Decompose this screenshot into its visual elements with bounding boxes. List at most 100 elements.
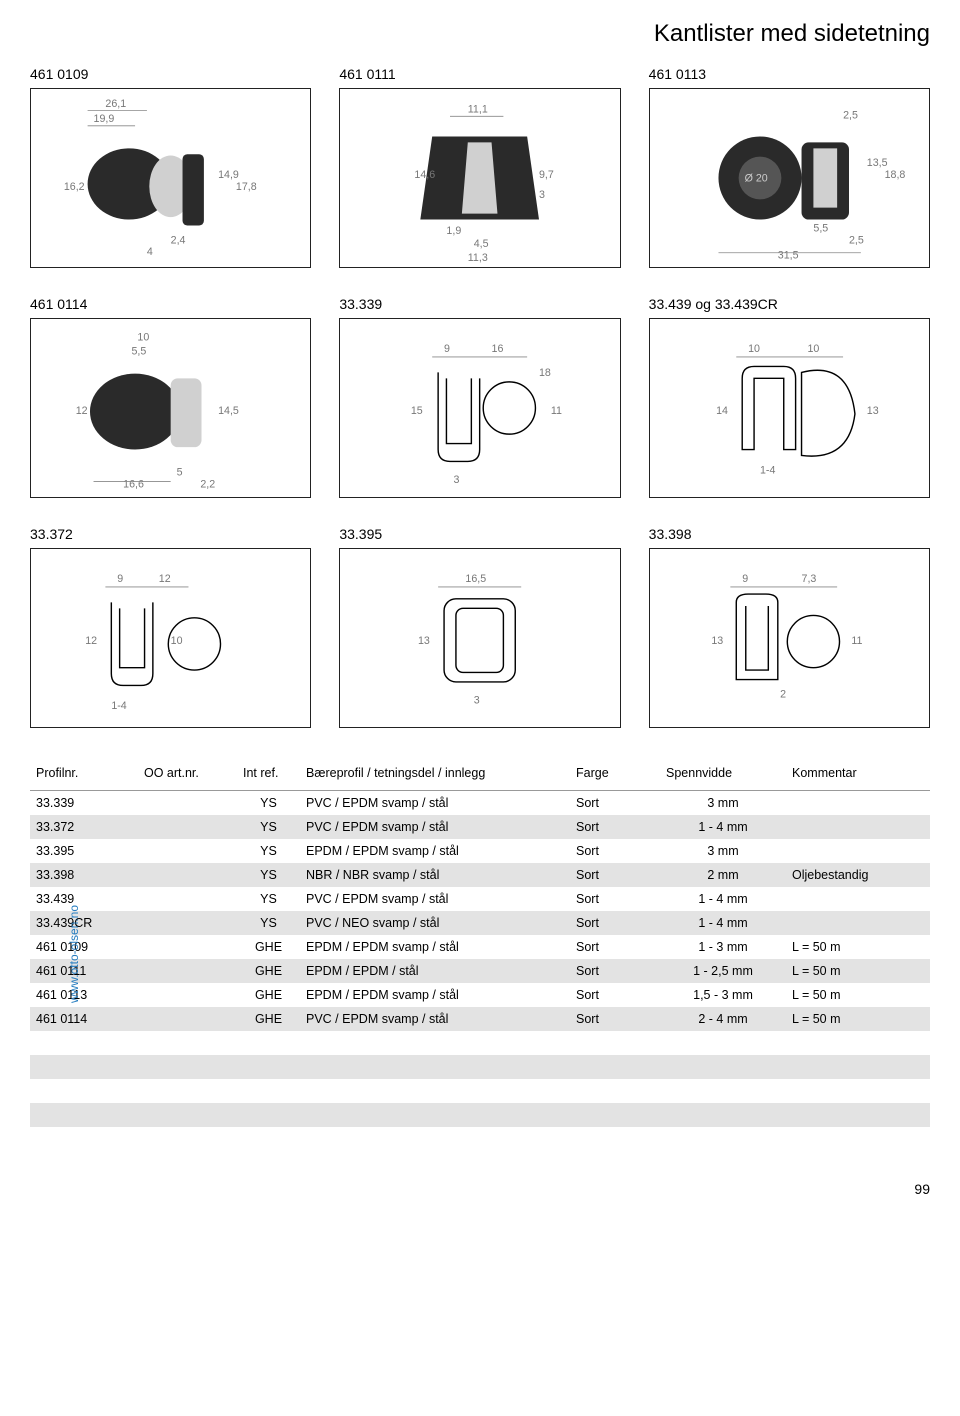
cell-spenn: 2 - 4 mm [660, 1007, 786, 1031]
cell-oo [138, 1031, 237, 1055]
svg-text:2,2: 2,2 [200, 479, 215, 491]
page-title: Kantlister med sidetetning [30, 20, 930, 48]
svg-text:11,3: 11,3 [468, 252, 488, 264]
cell-spenn [660, 1031, 786, 1055]
svg-text:10: 10 [137, 331, 149, 343]
svg-text:31,5: 31,5 [777, 250, 798, 262]
cell-farge: Sort [570, 935, 660, 959]
table-row: 461 0111 GHEEPDM / EPDM / stålSort1 - 2,… [30, 959, 930, 983]
svg-text:11,1: 11,1 [468, 104, 488, 116]
cell-baere: PVC / EPDM svamp / stål [300, 791, 570, 816]
cell-komm [786, 887, 930, 911]
svg-text:14,9: 14,9 [218, 169, 239, 181]
product-table: Profilnr. OO art.nr. Int ref. Bæreprofil… [30, 756, 930, 1151]
cell-spenn [660, 1103, 786, 1127]
cell-oo [138, 911, 237, 935]
cell-farge [570, 1127, 660, 1151]
table-row: 33.339 YSPVC / EPDM svamp / stålSort3 mm [30, 791, 930, 816]
cell-baere: PVC / EPDM svamp / stål [300, 887, 570, 911]
diagram-label: 33.439 og 33.439CR [649, 296, 930, 312]
cell-farge [570, 1031, 660, 1055]
cell-oo [138, 839, 237, 863]
svg-text:2,5: 2,5 [849, 234, 864, 246]
svg-text:7,3: 7,3 [801, 573, 816, 585]
table-row [30, 1031, 930, 1055]
cell-baere: EPDM / EPDM svamp / stål [300, 839, 570, 863]
cell-komm [786, 1055, 930, 1079]
cell-profilnr [30, 1055, 138, 1079]
cell-komm [786, 815, 930, 839]
table-row: 33.395 YSEPDM / EPDM svamp / stålSort3 m… [30, 839, 930, 863]
cell-profilnr [30, 1103, 138, 1127]
cell-spenn: 1,5 - 3 mm [660, 983, 786, 1007]
svg-text:Ø 20: Ø 20 [744, 173, 767, 185]
cell-baere: NBR / NBR svamp / stål [300, 863, 570, 887]
diagram-box: 10 10 14 13 1-4 [649, 318, 930, 498]
cell-farge: Sort [570, 839, 660, 863]
diagram-box: 11,1 14,6 9,7 3 1,9 4,5 11,3 [339, 88, 620, 268]
cell-oo [138, 935, 237, 959]
diagram-grid: 461 0109 26,1 19,9 16,2 14,9 17,8 2,4 4 … [30, 66, 930, 728]
cell-oo [138, 1103, 237, 1127]
cell-oo [138, 887, 237, 911]
svg-text:5,5: 5,5 [132, 346, 147, 358]
cell-intref [237, 1079, 300, 1103]
cell-intref [237, 1031, 300, 1055]
diagram-box: 9 16 18 15 11 3 [339, 318, 620, 498]
table-row [30, 1127, 930, 1151]
cell-oo [138, 863, 237, 887]
cell-oo [138, 959, 237, 983]
svg-text:12: 12 [76, 405, 88, 417]
svg-text:5: 5 [177, 467, 183, 479]
svg-text:14,6: 14,6 [415, 169, 436, 181]
svg-text:1-4: 1-4 [760, 464, 775, 476]
cell-profilnr [30, 1031, 138, 1055]
svg-text:13,5: 13,5 [866, 157, 887, 169]
cell-komm [786, 1127, 930, 1151]
svg-text:1-4: 1-4 [111, 700, 126, 712]
cell-komm: L = 50 m [786, 959, 930, 983]
svg-text:10: 10 [171, 635, 183, 647]
svg-text:3: 3 [454, 474, 460, 486]
svg-text:15: 15 [411, 405, 423, 417]
table-row: 33.398 YSNBR / NBR svamp / stålSort2 mmO… [30, 863, 930, 887]
cell-spenn: 1 - 2,5 mm [660, 959, 786, 983]
svg-text:4,5: 4,5 [474, 238, 489, 250]
svg-text:9: 9 [742, 573, 748, 585]
table-row: 33.439 YSPVC / EPDM svamp / stålSort1 - … [30, 887, 930, 911]
cell-spenn: 1 - 4 mm [660, 887, 786, 911]
svg-text:26,1: 26,1 [105, 98, 126, 110]
cell-profilnr [30, 1079, 138, 1103]
cell-baere: EPDM / EPDM svamp / stål [300, 935, 570, 959]
cell-intref: GHE [237, 959, 300, 983]
cell-spenn: 3 mm [660, 839, 786, 863]
cell-intref [237, 1055, 300, 1079]
svg-text:12: 12 [159, 573, 171, 585]
table-wrap: www.otto-olsen.no Profilnr. OO art.nr. I… [30, 756, 930, 1151]
svg-text:16,5: 16,5 [466, 573, 487, 585]
table-header-row: Profilnr. OO art.nr. Int ref. Bæreprofil… [30, 756, 930, 791]
diagram-cell: 33.439 og 33.439CR 10 10 14 13 1-4 [649, 296, 930, 498]
cell-intref: GHE [237, 983, 300, 1007]
profile-drawing-icon: 9 16 18 15 11 3 [340, 319, 619, 497]
cell-profilnr: 461 0111 [30, 959, 138, 983]
cell-profilnr: 33.372 [30, 815, 138, 839]
diagram-label: 33.395 [339, 526, 620, 542]
cell-profilnr: 461 0109 [30, 935, 138, 959]
th-oo: OO art.nr. [138, 756, 237, 791]
diagram-cell: 461 0114 10 5,5 12 14,5 5 2,2 16,6 [30, 296, 311, 498]
cell-farge: Sort [570, 815, 660, 839]
cell-baere: EPDM / EPDM / stål [300, 959, 570, 983]
cell-oo [138, 1079, 237, 1103]
svg-text:13: 13 [418, 635, 430, 647]
svg-text:16,6: 16,6 [123, 479, 144, 491]
diagram-cell: 33.339 9 16 18 15 11 3 [339, 296, 620, 498]
cell-farge: Sort [570, 791, 660, 816]
cell-intref: YS [237, 839, 300, 863]
profile-drawing-icon: 2,5 Ø 20 13,5 18,8 5,5 2,5 31,5 [650, 89, 929, 267]
cell-baere: EPDM / EPDM svamp / stål [300, 983, 570, 1007]
cell-spenn: 1 - 4 mm [660, 815, 786, 839]
cell-profilnr: 33.395 [30, 839, 138, 863]
svg-text:17,8: 17,8 [236, 181, 257, 193]
table-row: 461 0109 GHEEPDM / EPDM svamp / stålSort… [30, 935, 930, 959]
